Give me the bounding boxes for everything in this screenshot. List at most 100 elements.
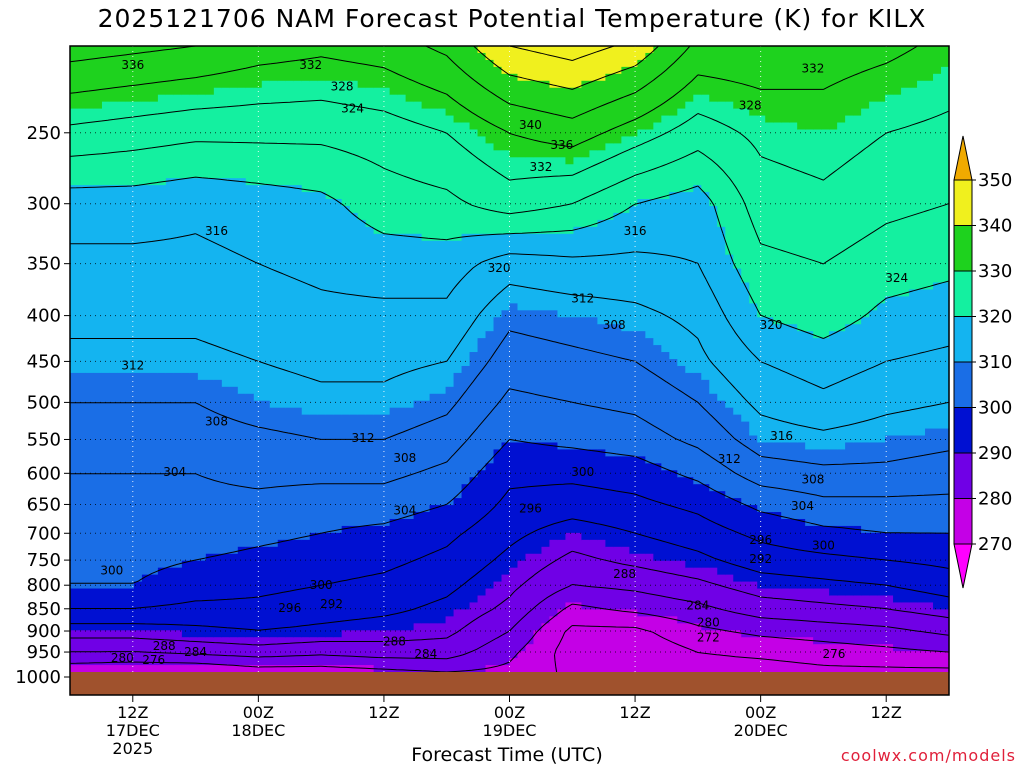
contour-cell: [349, 665, 359, 673]
contour-label: 308: [603, 318, 626, 332]
contour-cell: [245, 637, 255, 666]
contour-cell: [885, 296, 894, 437]
contour-cell: [133, 185, 143, 374]
contour-cell: [789, 324, 798, 444]
contour-cell: [70, 185, 79, 374]
contour-cell: [93, 588, 103, 631]
contour-cell: [189, 665, 199, 673]
contour-cell: [693, 567, 702, 624]
x-tick-label: 00Z: [745, 703, 776, 722]
contour-label: 320: [760, 318, 783, 332]
contour-cell: [237, 178, 247, 395]
contour-cell: [349, 212, 359, 416]
contour-cell: [405, 101, 415, 235]
contour-cell: [429, 240, 439, 395]
contour-cell: [701, 46, 710, 96]
contour-cell: [141, 574, 151, 631]
colorbar-segment: [953, 270, 973, 317]
contour-cell: [781, 637, 790, 673]
contour-cell: [565, 602, 575, 673]
contour-cell: [197, 637, 207, 666]
contour-cell: [557, 157, 567, 235]
contour-cell: [70, 372, 79, 590]
contour-cell: [853, 525, 862, 597]
contour-cell: [445, 115, 455, 242]
contour-cell: [533, 46, 543, 82]
contour-cell: [477, 52, 487, 138]
colorbar-label: 320: [978, 307, 1012, 328]
contour-cell: [701, 379, 710, 485]
y-tick-label: 1000: [15, 667, 61, 688]
contour-cell: [685, 192, 694, 374]
contour-cell: [925, 532, 934, 604]
contour-cell: [853, 115, 862, 325]
contour-cell: [197, 178, 207, 381]
contour-cell: [317, 665, 327, 673]
contour-label: 288: [613, 567, 636, 581]
contour-cell: [229, 46, 239, 89]
contour-cell: [269, 407, 279, 548]
contour-cell: [549, 87, 559, 158]
contour-cell: [645, 199, 654, 339]
contour-cell: [541, 623, 551, 673]
contour-cell: [341, 665, 351, 673]
contour-cell: [261, 637, 271, 666]
contour-cell: [477, 595, 487, 673]
contour-cell: [669, 470, 678, 562]
contour-cell: [485, 59, 495, 144]
contour-cell: [717, 226, 726, 402]
contour-cell: [661, 46, 670, 117]
colorbar-bottom-arrow: [953, 543, 973, 589]
contour-cell: [693, 372, 702, 485]
contour-cell: [605, 73, 614, 144]
contour-cell: [565, 317, 575, 451]
contour-cell: [429, 46, 439, 110]
contour-cell: [477, 470, 487, 597]
contour-cell: [661, 616, 670, 673]
contour-cell: [613, 609, 622, 673]
contour-cell: [733, 46, 742, 110]
contour-cell: [237, 87, 247, 179]
contour-cell: [757, 115, 766, 318]
contour-cell: [317, 414, 327, 534]
contour-cell: [469, 477, 479, 604]
contour-cell: [365, 226, 375, 416]
contour-cell: [917, 602, 926, 652]
contour-cell: [277, 539, 287, 638]
contour-cell: [533, 442, 543, 555]
contour-cell: [125, 185, 135, 374]
contour-cell: [261, 546, 271, 638]
x-tick-label: 12Z: [117, 703, 148, 722]
contour-cell: [773, 588, 782, 638]
site-credit[interactable]: coolwx.com/models: [840, 746, 1016, 765]
contour-cell: [293, 407, 303, 541]
contour-cell: [565, 233, 575, 318]
contour-line-336: [69, 45, 691, 119]
contour-cell: [157, 630, 167, 666]
contour-cell: [357, 414, 367, 527]
contour-cell: [301, 637, 311, 666]
contour-cell: [917, 435, 926, 534]
contour-cell: [381, 87, 391, 235]
contour-cell: [581, 449, 591, 541]
contour-cell: [77, 630, 87, 666]
contour-cell: [741, 505, 750, 583]
contour-cell: [349, 80, 359, 214]
contour-cell: [629, 205, 638, 332]
contour-line-320: [69, 176, 950, 339]
contour-cell: [117, 630, 127, 666]
contour-cell: [485, 331, 495, 464]
contour-cell: [757, 588, 766, 638]
contour-cell: [117, 372, 127, 590]
y-tick-label: 650: [27, 494, 61, 515]
contour-cell: [541, 310, 551, 444]
contour-cell: [445, 240, 455, 388]
contour-cell: [749, 581, 758, 638]
contour-cell: [909, 532, 918, 604]
contour-cell: [709, 491, 718, 569]
contour-cell: [805, 449, 814, 527]
contour-cell: [341, 46, 351, 82]
contour-cell: [261, 46, 271, 82]
contour-cell: [597, 219, 606, 325]
contour-cell: [573, 46, 583, 89]
